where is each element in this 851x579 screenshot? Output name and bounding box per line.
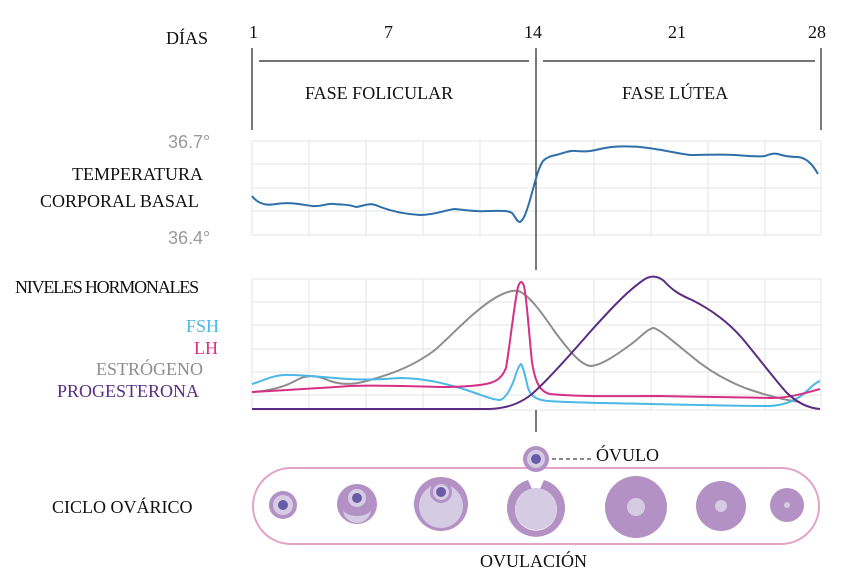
legend-fsh: FSH bbox=[186, 316, 220, 336]
follicular-phase-label: FASE FOLICULAR bbox=[305, 83, 454, 103]
phase-brackets bbox=[251, 48, 822, 130]
days-label: DÍAS bbox=[166, 28, 209, 48]
lh-curve bbox=[251, 281, 821, 400]
ovule-icon bbox=[523, 446, 549, 472]
temperature-curve bbox=[251, 145, 819, 224]
fsh-curve bbox=[251, 362, 821, 408]
follicle-secondary-icon bbox=[337, 484, 377, 524]
legend-lh: LH bbox=[194, 338, 218, 358]
temperature-max-label: 36.7° bbox=[168, 132, 211, 152]
temperature-label-line2: CORPORAL BASAL bbox=[40, 191, 199, 211]
ovary-label: CICLO OVÁRICO bbox=[52, 497, 193, 517]
temperature-label-line1: TEMPERATURA bbox=[72, 164, 204, 184]
day-label-14: 14 bbox=[524, 22, 542, 42]
luteal-phase-label: FASE LÚTEA bbox=[622, 83, 729, 103]
hormone-grid bbox=[251, 278, 822, 411]
estrogen-curve bbox=[251, 289, 801, 403]
legend-estrogen: ESTRÓGENO bbox=[96, 359, 203, 379]
day-label-28: 28 bbox=[808, 22, 826, 42]
follicle-primary-icon bbox=[269, 491, 297, 519]
follicle-tertiary-icon bbox=[414, 477, 468, 531]
legend-progesterone: PROGESTERONA bbox=[57, 381, 200, 401]
temperature-min-label: 36.4° bbox=[168, 228, 211, 248]
corpus-luteum-medium-icon bbox=[696, 481, 746, 531]
day-label-21: 21 bbox=[668, 22, 686, 42]
corpus-albicans-icon bbox=[770, 488, 804, 522]
corpus-luteum-large-icon bbox=[605, 476, 667, 538]
ovule-label: ÓVULO bbox=[596, 445, 659, 465]
ovulation-label: OVULACIÓN bbox=[480, 551, 587, 571]
hormones-title: NIVELES HORMONALES bbox=[15, 277, 199, 297]
follicle-ruptured-icon bbox=[507, 480, 565, 537]
day-label-7: 7 bbox=[384, 22, 393, 42]
day-label-1: 1 bbox=[249, 22, 258, 42]
progesterone-curve bbox=[252, 275, 821, 410]
